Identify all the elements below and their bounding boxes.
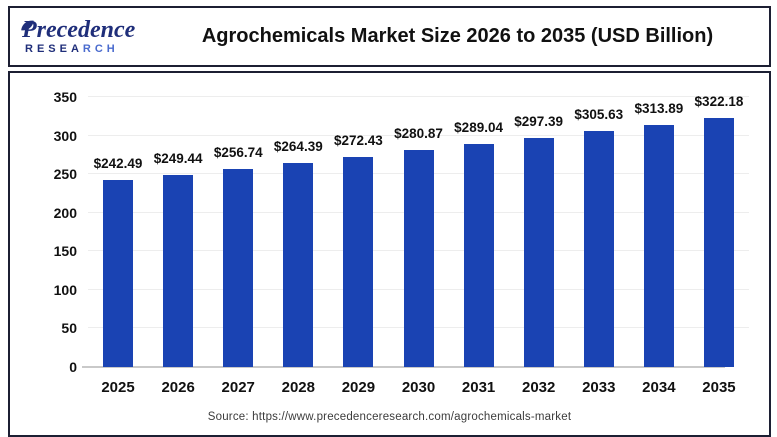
bar-2029 bbox=[343, 156, 374, 367]
x-axis-tick-label: 2026 bbox=[161, 379, 195, 396]
x-axis-tick-label: 2027 bbox=[221, 379, 255, 396]
bar-2026 bbox=[163, 174, 194, 367]
bar-2027 bbox=[223, 168, 254, 367]
bar-2035 bbox=[703, 118, 734, 367]
bar-value-label: $256.74 bbox=[213, 144, 263, 160]
bar-value-label: $280.87 bbox=[394, 126, 443, 142]
bar-2030 bbox=[403, 150, 434, 367]
logo-text-precedence: Precedence bbox=[22, 17, 136, 43]
bar-2028 bbox=[283, 163, 314, 367]
bar-value-label: $322.18 bbox=[694, 94, 744, 110]
y-axis-tick-label: 50 bbox=[61, 320, 77, 337]
bar-value-label: $264.39 bbox=[273, 139, 323, 155]
bar-value-label: $272.43 bbox=[334, 132, 383, 148]
gridline bbox=[88, 134, 749, 136]
leaf-icon bbox=[19, 12, 35, 38]
x-axis-line bbox=[82, 366, 725, 368]
x-axis-tick-label: 2028 bbox=[281, 379, 315, 396]
y-axis-tick-label: 300 bbox=[53, 127, 77, 144]
header: Precedence RESEARCH Agrochemicals Market… bbox=[8, 6, 771, 67]
x-axis-tick-label: 2029 bbox=[341, 379, 376, 396]
chart-title: Agrochemicals Market Size 2026 to 2035 (… bbox=[201, 25, 714, 47]
x-axis-tick-label: 2035 bbox=[702, 379, 736, 396]
x-axis-tick-label: 2033 bbox=[582, 379, 616, 396]
bar-value-label: $305.63 bbox=[574, 107, 624, 123]
x-axis-tick-label: 2032 bbox=[521, 379, 556, 396]
y-axis-tick-label: 0 bbox=[69, 359, 77, 375]
y-axis-tick-label: 250 bbox=[53, 166, 77, 183]
y-axis-tick-label: 350 bbox=[53, 89, 77, 105]
x-axis-tick-label: 2031 bbox=[461, 379, 496, 396]
precedence-research-logo: Precedence RESEARCH bbox=[21, 17, 172, 55]
x-axis-tick-label: 2025 bbox=[101, 379, 135, 396]
bar-2025 bbox=[103, 179, 134, 367]
y-axis-tick-label: 200 bbox=[53, 204, 77, 221]
bar-value-label: $297.39 bbox=[514, 113, 564, 129]
source-text: Source: https://www.precedenceresearch.c… bbox=[207, 411, 572, 423]
bar-value-label: $313.89 bbox=[634, 100, 684, 116]
x-axis-tick-label: 2030 bbox=[401, 379, 436, 396]
bar-value-label: $249.44 bbox=[153, 150, 203, 166]
chart-area: 0 50 100 150 200 250 300 350 $242.49 2025 $249.44 2… bbox=[8, 71, 771, 437]
bar-2033 bbox=[583, 131, 614, 367]
gridline bbox=[88, 96, 749, 97]
plot-area: 0 50 100 150 200 250 300 350 $242.49 2025 $249.44 2… bbox=[54, 89, 749, 396]
y-axis-tick-label: 150 bbox=[53, 243, 77, 260]
bar-2032 bbox=[523, 137, 554, 367]
y-axis-tick-label: 100 bbox=[53, 281, 77, 298]
logo-wordmark: Precedence bbox=[21, 17, 172, 43]
logo-text-research: RESEARCH bbox=[25, 43, 119, 55]
x-axis-tick-label: 2034 bbox=[642, 379, 676, 396]
bar-value-label: $242.49 bbox=[93, 155, 143, 171]
bar-2034 bbox=[643, 124, 674, 367]
bar-value-label: $289.04 bbox=[454, 120, 503, 136]
bar-2031 bbox=[463, 144, 494, 367]
